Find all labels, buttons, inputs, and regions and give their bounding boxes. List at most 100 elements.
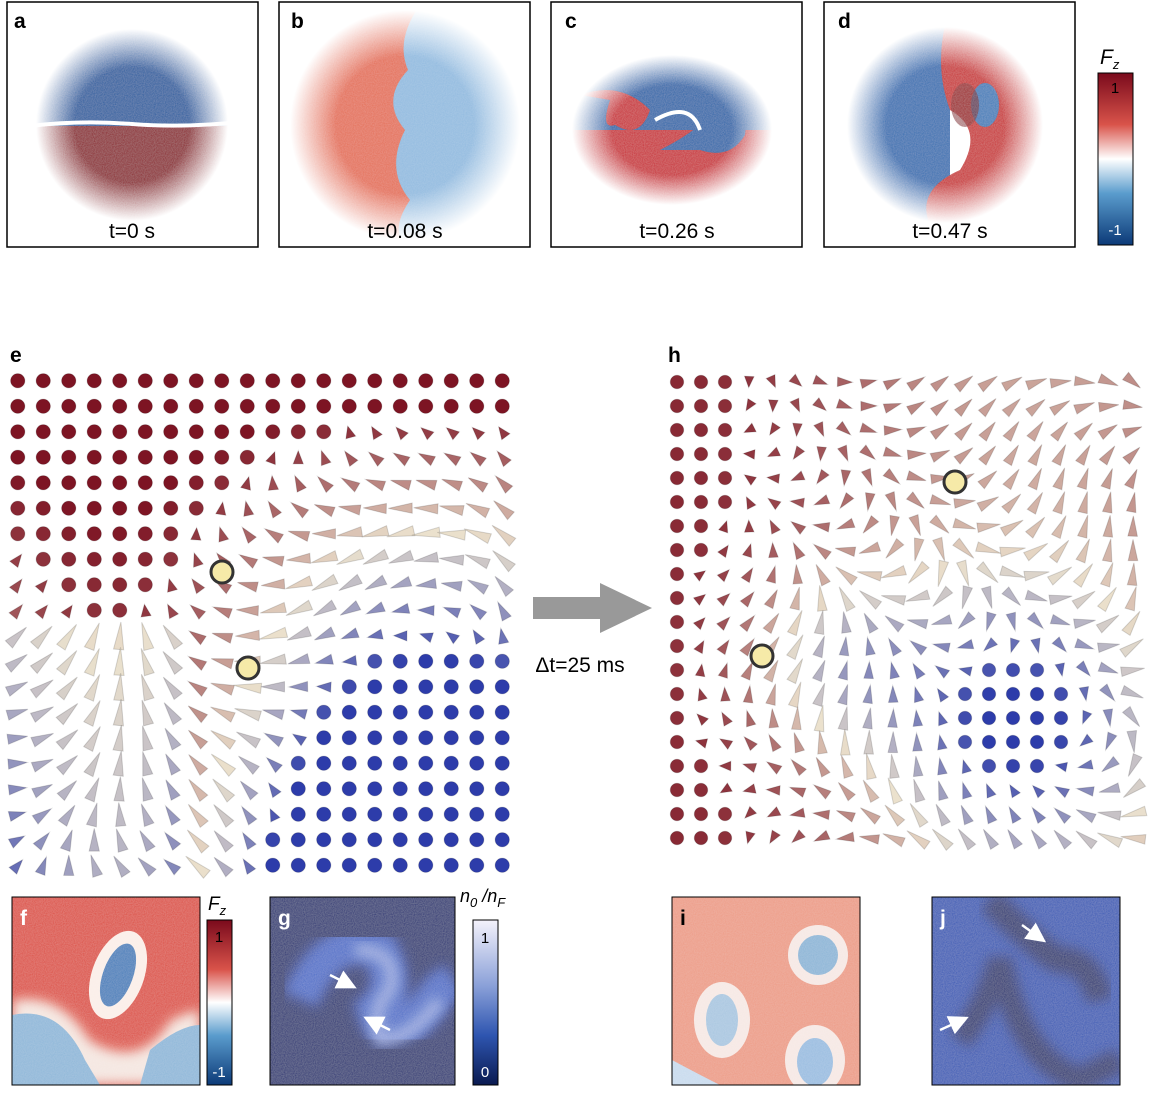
spin-arrow (214, 424, 230, 440)
spin-arrow (1122, 399, 1143, 410)
spin-arrow (1005, 662, 1021, 678)
spin-arrow (392, 781, 408, 797)
spin-arrow (1120, 684, 1144, 699)
spin-arrow (721, 711, 734, 727)
spin-arrow (260, 681, 286, 693)
spin-arrow (834, 831, 855, 843)
spin-arrow (443, 730, 459, 746)
spin-arrow (213, 804, 235, 828)
spin-arrow (913, 685, 925, 704)
spin-arrow (471, 426, 486, 441)
spin-arrow (392, 630, 408, 642)
spin-arrow (162, 624, 184, 651)
spin-arrow (697, 687, 709, 702)
spin-arrow (906, 449, 927, 461)
spin-arrow (885, 537, 905, 559)
spin-arrow (469, 781, 485, 797)
spin-arrow (166, 577, 179, 593)
spin-arrow (6, 733, 28, 746)
spin-arrow (811, 396, 828, 412)
spin-arrow (469, 857, 485, 873)
spin-arrow (938, 780, 949, 802)
spin-arrow (1029, 758, 1045, 774)
spin-arrow (367, 373, 383, 389)
spin-arrow (957, 666, 973, 677)
spin-arrow (210, 730, 237, 751)
spin-arrow (887, 683, 899, 703)
spin-arrow (187, 630, 207, 646)
spin-arrow (768, 733, 783, 753)
spin-arrow (390, 602, 411, 614)
spin-arrow (340, 654, 358, 667)
spin-arrow (1002, 421, 1020, 443)
spin-arrow (1025, 398, 1046, 418)
spin-arrow (882, 833, 906, 848)
spin-arrow (1075, 660, 1092, 678)
spin-arrow (719, 782, 734, 794)
spin-arrow (214, 475, 230, 491)
spin-arrow (234, 708, 263, 722)
spin-arrow (834, 517, 856, 530)
spin-field-e (4, 373, 517, 879)
spin-arrow (262, 555, 285, 568)
spin-arrow (90, 854, 104, 878)
spin-arrow (1120, 834, 1147, 845)
spin-arrow (164, 804, 182, 827)
spin-arrow (717, 661, 728, 679)
spin-arrow (908, 639, 928, 656)
spin-arrow (1097, 832, 1124, 849)
spin-arrow (1001, 586, 1022, 607)
spin-arrow (976, 522, 1001, 534)
spin-arrow (937, 756, 948, 776)
spin-arrow (1101, 491, 1113, 514)
spin-arrow (7, 784, 29, 796)
spin-arrow (188, 424, 204, 440)
spin-arrow (1078, 685, 1090, 703)
spin-arrow (441, 478, 464, 492)
spin-arrow (976, 496, 1000, 513)
spin-arrow (443, 755, 459, 771)
spin-arrow (811, 809, 831, 821)
spin-arrow (812, 783, 832, 800)
spin-arrow (1101, 755, 1121, 773)
spin-arrow (61, 526, 77, 542)
spin-arrow (392, 857, 408, 873)
spin-arrow (5, 708, 29, 721)
spin-arrow (1125, 492, 1137, 514)
spin-arrow (263, 527, 285, 544)
spin-arrow (1050, 515, 1067, 540)
spin-arrow (906, 618, 929, 630)
spin-arrow (237, 553, 259, 570)
spin-arrow (1120, 666, 1145, 678)
spin-arrow (812, 493, 831, 506)
spin-arrow (1076, 758, 1094, 770)
spin-arrow (112, 500, 128, 516)
spin-arrow (929, 493, 952, 506)
spin-arrow (985, 611, 997, 633)
spin-arrow (336, 548, 365, 565)
spin-arrow (716, 592, 731, 607)
spin-arrow (1029, 710, 1045, 726)
spin-arrow (316, 704, 332, 720)
spin-arrow (962, 780, 973, 800)
spin-arrow (290, 398, 306, 414)
spin-arrow (313, 599, 338, 617)
spin-arrow (1005, 686, 1021, 702)
spin-arrow (187, 729, 209, 750)
spin-arrow (260, 578, 286, 590)
spin-arrow (140, 648, 155, 677)
colorbar (206, 919, 233, 1086)
spin-arrow (1053, 829, 1073, 850)
spin-arrow (418, 632, 435, 644)
spin-arrow (212, 778, 236, 803)
spin-arrow (981, 734, 997, 750)
spin-arrow (835, 398, 854, 409)
spin-arrow (241, 831, 257, 851)
spin-arrow (84, 777, 100, 803)
spin-arrow (290, 857, 306, 873)
spin-arrow (788, 373, 803, 388)
spin-arrow (493, 500, 516, 521)
spin-arrow (765, 373, 776, 389)
spin-arrow (314, 626, 336, 641)
spin-arrow (856, 571, 883, 582)
